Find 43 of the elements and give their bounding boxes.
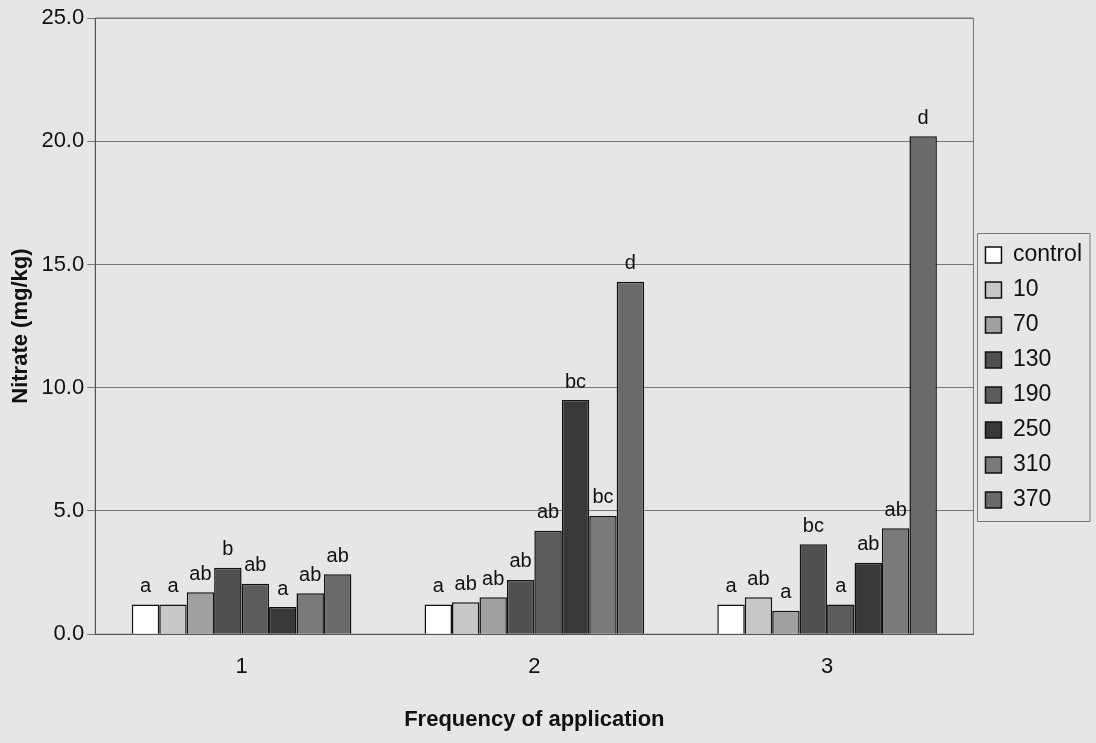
data-label: ab <box>509 549 532 572</box>
data-label: a <box>139 574 152 597</box>
y-tick-label: 10.0 <box>41 373 85 399</box>
data-label: ab <box>326 543 349 566</box>
y-tick-label: 5.0 <box>53 497 85 523</box>
data-label: a <box>167 574 180 597</box>
data-label: b <box>222 537 234 560</box>
y-axis-title: Nitrate (mg/kg) <box>7 248 33 404</box>
data-label: ab <box>536 500 560 523</box>
data-label: ab <box>189 561 212 584</box>
data-label: a <box>725 574 738 597</box>
data-label: ab <box>299 562 322 585</box>
legend-label: control <box>1012 240 1083 267</box>
data-label: d <box>624 251 636 274</box>
legend-label: 10 <box>1012 275 1039 302</box>
legend-label: 370 <box>1012 485 1052 512</box>
x-tick-label: 1 <box>235 653 248 679</box>
legend-label: 190 <box>1012 380 1052 407</box>
data-label: a <box>277 576 290 599</box>
data-label: ab <box>884 497 907 520</box>
data-label: ab <box>244 553 267 576</box>
legend-label: 310 <box>1012 450 1052 477</box>
y-tick-label: 20.0 <box>41 127 85 153</box>
legend-label: 250 <box>1012 415 1052 442</box>
data-label: ab <box>747 566 770 589</box>
data-label: bc <box>592 485 614 508</box>
x-tick-label: 2 <box>528 653 541 679</box>
legend-label: 130 <box>1012 345 1052 372</box>
x-axis-title: Frequency of application <box>404 705 665 731</box>
legend-label: 70 <box>1012 310 1039 337</box>
x-tick-label: 3 <box>820 653 834 679</box>
y-tick-label: 15.0 <box>41 250 85 276</box>
data-label: ab <box>454 571 477 594</box>
data-label: bc <box>564 369 587 392</box>
data-label: a <box>780 580 793 603</box>
data-label: a <box>835 574 848 597</box>
data-label: d <box>917 105 929 128</box>
data-label: ab <box>482 566 505 589</box>
data-label: a <box>432 574 445 597</box>
data-label: ab <box>857 532 880 555</box>
data-label: bc <box>802 513 824 536</box>
y-tick-label: 0.0 <box>53 620 85 646</box>
y-tick-label: 25.0 <box>41 4 85 30</box>
